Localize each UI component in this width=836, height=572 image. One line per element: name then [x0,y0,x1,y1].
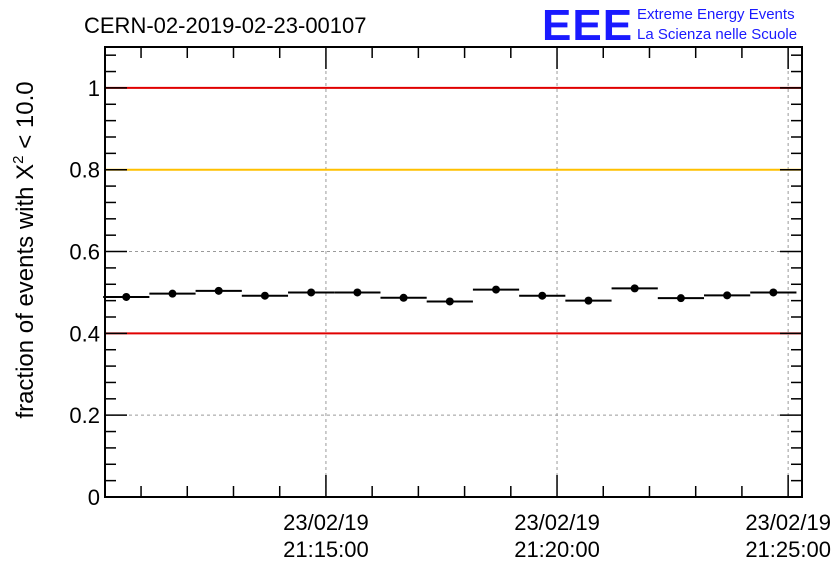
y-tick-label: 0.2 [69,403,100,428]
y-tick-label: 0.6 [69,240,100,265]
data-point [492,285,501,294]
y-axis-label-main: fraction of events with X [12,164,39,419]
x-tick-label-date: 23/02/19 [283,510,369,535]
data-point [769,288,778,297]
axes: 00.20.40.60.8123/02/1921:15:0023/02/1921… [69,46,831,562]
eee-logo: EEE Extreme Energy Events La Scienza nel… [542,1,797,50]
x-tick-label-time: 21:25:00 [745,537,831,562]
chart-title: CERN-02-2019-02-23-00107 [84,13,367,38]
data-point [584,296,593,305]
x-tick-label-date: 23/02/19 [514,510,600,535]
data-point [122,292,131,301]
data-point [260,291,269,300]
data-point [538,291,547,300]
data-point [168,289,177,298]
logo-mark: EEE [542,1,633,50]
data-point [630,284,639,293]
data-point [399,293,408,302]
data-point [353,288,362,297]
x-tick-label-time: 21:15:00 [283,537,369,562]
y-tick-label: 0 [88,485,100,510]
y-axis-label-sup: 2 [10,155,27,163]
data-point [214,286,223,295]
x-tick-label-date: 23/02/19 [745,510,831,535]
y-tick-label: 0.8 [69,158,100,183]
y-tick-label: 0.4 [69,321,100,346]
plot-frame [104,46,803,498]
logo-line-2: La Scienza nelle Scuole [637,26,797,43]
logo-line-1: Extreme Energy Events [637,6,795,23]
data-points [103,284,797,306]
data-point [676,294,685,303]
y-axis-label-tail: < 10.0 [12,81,39,155]
data-point [307,288,316,297]
y-axis-label: fraction of events with X2 < 10.0 [10,81,39,418]
grid [105,47,802,497]
data-point [445,297,454,306]
x-tick-label-time: 21:20:00 [514,537,600,562]
y-tick-label: 1 [88,76,100,101]
reference-lines [105,86,802,335]
data-point [723,291,732,300]
